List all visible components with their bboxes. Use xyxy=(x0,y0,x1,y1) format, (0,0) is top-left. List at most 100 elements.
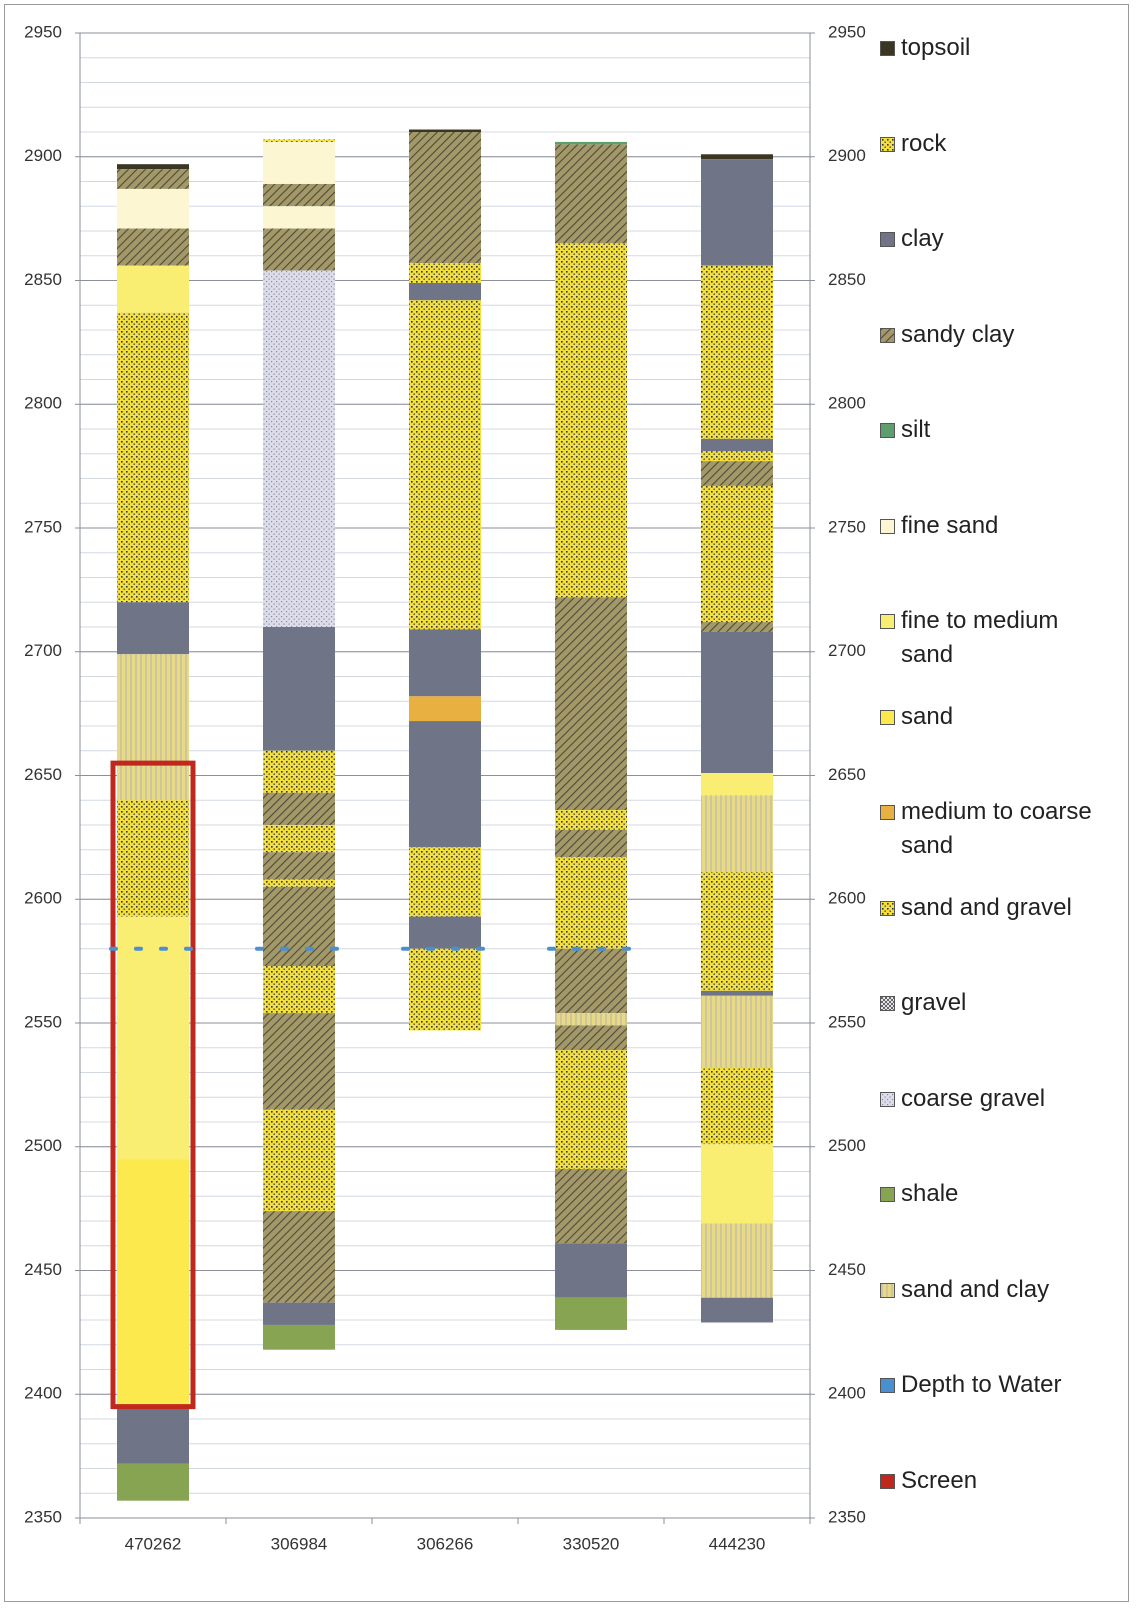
layer xyxy=(117,800,189,917)
y-tick-label: 2600 xyxy=(24,889,62,908)
legend-swatch-fill xyxy=(881,710,894,724)
layer xyxy=(409,132,481,264)
legend-label: clay xyxy=(901,225,944,252)
layer xyxy=(555,1025,627,1051)
layer xyxy=(117,169,189,189)
legend-swatch-fill xyxy=(881,1188,894,1201)
chart: 2350 2350 2400 2400 2450 2450 2500 2500 2550 2550… xyxy=(24,22,866,1553)
layer xyxy=(555,1169,627,1244)
layer xyxy=(555,597,627,811)
layer xyxy=(263,1109,335,1212)
y2-tick-label: 2950 xyxy=(828,22,866,41)
y2-tick-label: 2700 xyxy=(828,641,866,660)
layer xyxy=(263,270,335,627)
layer xyxy=(701,872,773,991)
layer xyxy=(701,1144,773,1224)
legend-swatch-fill xyxy=(881,1474,894,1488)
layer xyxy=(701,154,773,160)
x-tick-label: 470262 xyxy=(125,1534,182,1553)
layer xyxy=(409,696,481,722)
layer xyxy=(409,129,481,132)
y2-tick-label: 2450 xyxy=(828,1260,866,1279)
legend-item: gravel xyxy=(880,986,1115,1020)
layer xyxy=(117,228,189,266)
layer xyxy=(263,886,335,967)
legend-swatch-fill xyxy=(881,42,894,55)
legend-swatch xyxy=(880,900,895,916)
legend-label: shale xyxy=(901,1180,959,1207)
legend-swatch xyxy=(880,1091,895,1107)
layer xyxy=(263,139,335,142)
layer xyxy=(555,1013,627,1026)
legend-label: fine to medium sand xyxy=(901,607,1059,668)
legend-swatch-fill xyxy=(881,519,894,533)
layer xyxy=(409,721,481,848)
x-tick-label: 444230 xyxy=(709,1534,766,1553)
layer xyxy=(117,1463,189,1501)
legend-swatch xyxy=(880,327,895,343)
layer xyxy=(555,1297,627,1330)
legend-swatch xyxy=(880,996,895,1011)
layer xyxy=(701,622,773,632)
layer xyxy=(409,263,481,283)
layer xyxy=(263,1302,335,1325)
legend-item: fine to medium sand xyxy=(880,604,1115,672)
y-tick-label: 2750 xyxy=(24,517,62,536)
layer xyxy=(263,206,335,229)
legend-label: Screen xyxy=(901,1466,978,1494)
legend-swatch-fill xyxy=(881,1379,894,1392)
legend-swatch xyxy=(880,1378,895,1393)
layer xyxy=(117,312,189,603)
legend-item: rock xyxy=(880,127,1115,161)
legend-item: sand xyxy=(880,700,1115,734)
layer xyxy=(701,159,773,266)
y-tick-label: 2550 xyxy=(24,1012,62,1031)
layer xyxy=(701,795,773,873)
legend-swatch xyxy=(880,518,895,534)
legend-swatch-fill xyxy=(881,806,894,819)
x-tick-label: 330520 xyxy=(563,1534,620,1553)
layer xyxy=(409,629,481,697)
x-tick-label: 306984 xyxy=(271,1534,328,1553)
legend-swatch xyxy=(880,1187,895,1202)
layer xyxy=(555,144,627,244)
layer xyxy=(555,1050,627,1170)
y2-tick-label: 2500 xyxy=(828,1136,866,1155)
legend-item: fine sand xyxy=(880,509,1115,543)
x-tick-label: 306266 xyxy=(417,1534,474,1553)
legend-item: medium to coarse sand xyxy=(880,795,1115,863)
layer xyxy=(701,438,773,452)
layer xyxy=(555,141,627,145)
legend-swatch xyxy=(880,709,895,725)
legend-item: shale xyxy=(880,1177,1115,1211)
layer xyxy=(263,966,335,1014)
legend-swatch xyxy=(880,805,895,820)
frame xyxy=(4,4,1129,1602)
layer xyxy=(263,141,335,184)
layer xyxy=(555,243,627,598)
y2-tick-label: 2800 xyxy=(828,394,866,413)
layer xyxy=(117,602,189,655)
layer xyxy=(117,1159,189,1407)
layer xyxy=(701,265,773,439)
y-tick-label: 2900 xyxy=(24,146,62,165)
legend-label: sand and gravel xyxy=(901,893,1072,921)
y2-tick-label: 2650 xyxy=(828,765,866,784)
y-tick-label: 2800 xyxy=(24,394,62,413)
layer xyxy=(263,792,335,825)
y-tick-label: 2700 xyxy=(24,641,62,660)
layer xyxy=(701,1223,773,1298)
legend-item: Screen xyxy=(880,1464,1115,1498)
legend-swatch xyxy=(880,423,895,438)
legend-label: fine sand xyxy=(901,511,999,539)
legend-label: gravel xyxy=(901,989,967,1016)
legend-item: topsoil xyxy=(880,31,1115,65)
y-tick-label: 2950 xyxy=(24,22,62,41)
layer xyxy=(117,188,189,229)
legend-swatch-fill xyxy=(881,137,894,151)
legend-swatch-fill xyxy=(881,1092,894,1106)
legend-label: topsoil xyxy=(901,34,971,61)
legend-label: rock xyxy=(901,129,947,157)
layer xyxy=(117,654,189,801)
legend-swatch-fill xyxy=(881,615,894,628)
